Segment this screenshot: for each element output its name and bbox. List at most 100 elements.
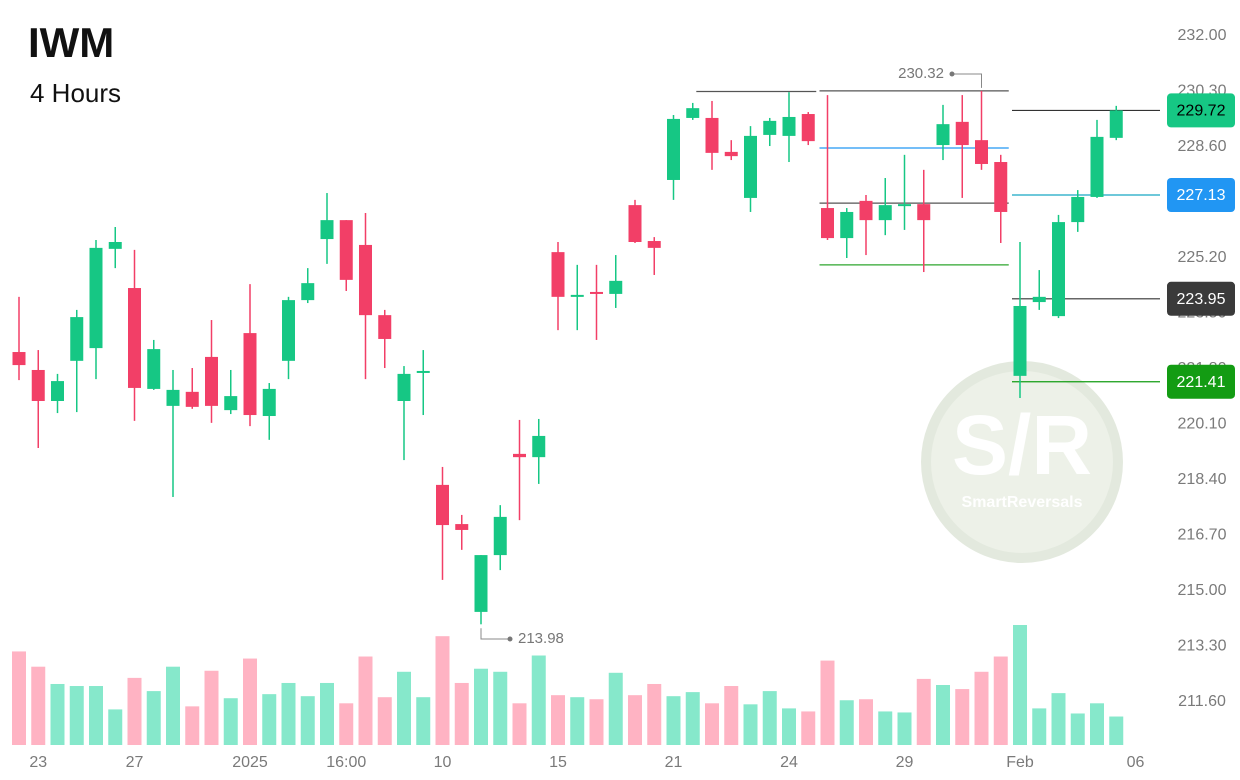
y-tick-label: 232.00 — [1178, 27, 1227, 44]
volume-bar — [281, 682, 296, 745]
volume-bar — [127, 677, 142, 745]
volume-bar — [936, 685, 950, 745]
candle-body — [647, 241, 661, 248]
volume-bar — [762, 691, 777, 745]
candle-body — [31, 369, 45, 401]
volume-bar — [647, 683, 662, 745]
volume-bar — [243, 658, 257, 745]
candle-body — [243, 333, 257, 416]
candle-body — [205, 356, 218, 406]
volume-bar — [666, 696, 681, 745]
candle-body — [724, 151, 738, 157]
volume-bar — [377, 697, 392, 745]
volume-bar — [166, 666, 180, 745]
annotation-connector — [480, 628, 510, 640]
chart-subtitle: 4 Hours — [30, 78, 121, 108]
candle-body — [744, 135, 757, 198]
candle-body — [975, 140, 988, 164]
candle-body — [878, 205, 892, 221]
volume-bar — [185, 706, 200, 745]
volume-bar — [1032, 708, 1047, 745]
volume-bar — [435, 636, 450, 745]
candle-body — [12, 352, 26, 366]
volume-bar — [223, 698, 238, 745]
volume-bar — [628, 695, 642, 745]
volume-bar — [358, 656, 373, 745]
volume-bar — [31, 666, 46, 745]
x-tick-label: 06 — [1127, 754, 1145, 771]
candle-body — [339, 220, 353, 280]
volume-bar — [1070, 713, 1085, 745]
volume-bar — [454, 682, 469, 745]
candle-body — [840, 211, 854, 239]
volume-bar — [608, 672, 623, 745]
candle-body — [1013, 305, 1027, 376]
candle-body — [955, 121, 969, 146]
volume-bar — [1051, 693, 1066, 745]
candle-body — [532, 435, 546, 458]
candle-body — [570, 294, 584, 297]
annotation-dot — [507, 636, 513, 642]
y-tick-label: 211.60 — [1178, 693, 1226, 710]
candle-body — [1032, 296, 1046, 303]
annotation-connector — [952, 73, 982, 88]
volume-bar — [69, 686, 84, 745]
candle-body — [282, 300, 295, 361]
candle-body — [493, 516, 507, 556]
volume-bar — [839, 700, 854, 745]
price-tag-label: 227.13 — [1177, 187, 1226, 204]
price-tag-label: 223.95 — [1177, 291, 1226, 308]
volume-bar — [551, 695, 565, 745]
volume-bar — [108, 709, 123, 745]
candle-body — [320, 220, 334, 240]
volume-bar — [474, 668, 488, 745]
price-tag — [1167, 364, 1235, 399]
annotation-label: 230.32 — [898, 65, 944, 82]
annotation-dot — [949, 71, 955, 77]
volume-bar — [801, 711, 816, 745]
y-tick-label: 220.10 — [1178, 416, 1227, 433]
candle-body — [590, 291, 603, 294]
volume-bar — [878, 711, 893, 745]
price-tag — [1167, 281, 1235, 316]
candle-body — [898, 204, 911, 207]
candle-body — [378, 315, 392, 339]
volume-bar — [320, 682, 334, 745]
volume-bar — [146, 691, 161, 745]
watermark: S/R SmartReversals — [921, 361, 1123, 563]
candle-body — [821, 208, 834, 239]
volume-bar — [782, 708, 796, 745]
price-tag-label: 229.72 — [1177, 103, 1226, 120]
candle-body — [166, 389, 180, 406]
volume-bar — [531, 655, 546, 745]
candle-body — [108, 242, 122, 249]
volume-bar — [339, 703, 354, 745]
candle-body — [147, 349, 161, 389]
volume-bar — [916, 678, 931, 745]
price-annotation: 213.98 — [480, 628, 564, 647]
y-tick-label: 216.70 — [1178, 527, 1227, 544]
watermark-mark: S/R — [952, 398, 1092, 492]
volume-bar — [262, 694, 277, 745]
x-tick-label: 23 — [29, 754, 47, 771]
volume-bar — [705, 703, 719, 745]
x-tick-label: 15 — [549, 754, 567, 771]
candle-body — [1109, 110, 1123, 138]
candle-body — [128, 288, 141, 388]
candle-body — [513, 453, 526, 458]
volume-bar — [1013, 625, 1027, 745]
volume-bar — [300, 696, 315, 745]
price-tag — [1167, 177, 1235, 212]
candle-body — [1071, 196, 1085, 223]
candle-body — [859, 200, 873, 221]
y-tick-label: 213.30 — [1178, 638, 1227, 655]
candle-body — [436, 484, 449, 526]
volume-bar — [512, 703, 527, 745]
candle-body — [782, 116, 796, 136]
candle-body — [936, 124, 950, 146]
volume-bar — [993, 656, 1008, 745]
candle-body — [474, 555, 488, 612]
x-tick-label: Feb — [1006, 754, 1034, 771]
volume-bar — [493, 671, 508, 745]
